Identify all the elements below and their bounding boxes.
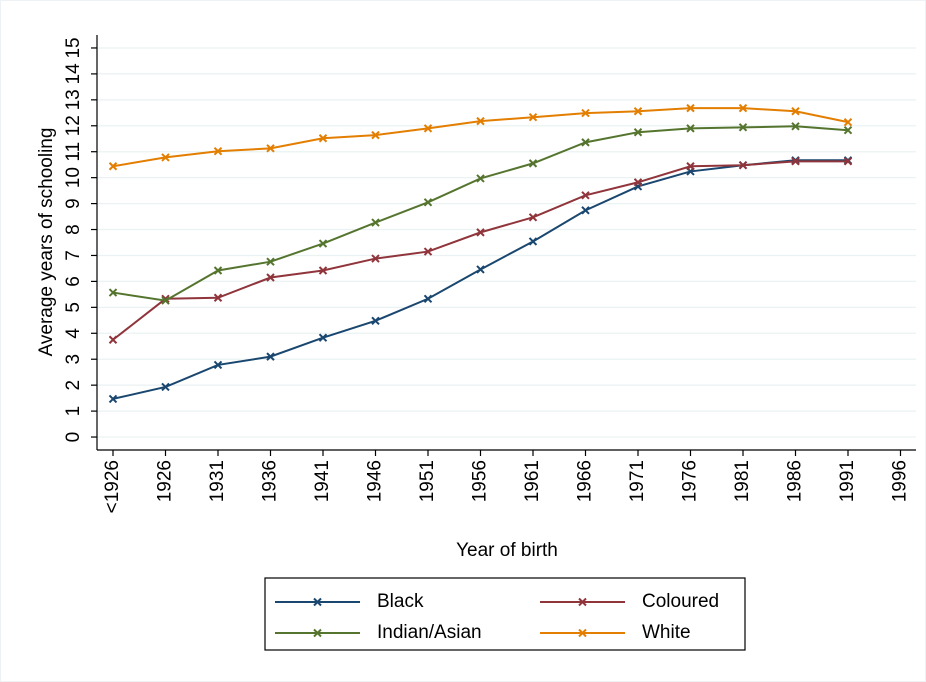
data-point bbox=[476, 265, 485, 274]
data-point bbox=[633, 107, 643, 116]
y-tick-label: 5 bbox=[63, 302, 84, 313]
data-point bbox=[528, 113, 538, 122]
data-point bbox=[213, 360, 223, 370]
x-tick-label: 1936 bbox=[260, 460, 281, 502]
data-point bbox=[738, 103, 748, 113]
data-point bbox=[318, 239, 328, 248]
y-tick-label: 13 bbox=[63, 89, 84, 110]
y-tick-label: 15 bbox=[63, 37, 84, 58]
y-axis-title: Average years of schooling bbox=[36, 128, 57, 357]
x-tick-label: 1986 bbox=[785, 460, 806, 502]
x-tick-label: 1966 bbox=[575, 460, 596, 502]
legend-label: Black bbox=[377, 591, 424, 612]
x-tick-label: 1996 bbox=[890, 460, 911, 502]
y-tick-label: 4 bbox=[63, 328, 84, 339]
data-point bbox=[108, 394, 118, 404]
data-point bbox=[528, 213, 538, 222]
x-tick-label: 1971 bbox=[627, 460, 648, 502]
y-tick-label: 8 bbox=[63, 224, 84, 235]
data-point bbox=[738, 160, 748, 170]
data-point bbox=[843, 157, 853, 166]
legend-marker bbox=[578, 597, 587, 607]
y-tick-label: 3 bbox=[63, 354, 84, 365]
data-point bbox=[371, 316, 380, 326]
data-point bbox=[528, 237, 538, 246]
data-point bbox=[791, 157, 800, 166]
x-tick-label: 1926 bbox=[155, 460, 176, 502]
y-tick-label: 9 bbox=[63, 198, 84, 209]
y-tick-label: 0 bbox=[63, 432, 84, 443]
x-tick-label: 1946 bbox=[365, 460, 386, 502]
data-point bbox=[843, 117, 853, 127]
data-point bbox=[476, 228, 485, 237]
data-point bbox=[686, 103, 695, 113]
data-point bbox=[581, 108, 590, 118]
x-tick-label: 1941 bbox=[312, 460, 333, 502]
data-point bbox=[581, 191, 590, 200]
data-point bbox=[791, 107, 800, 116]
data-point bbox=[423, 198, 433, 207]
x-axis-title: Year of birth bbox=[456, 540, 558, 561]
data-point bbox=[318, 333, 328, 342]
data-point bbox=[161, 296, 170, 305]
legend-label: White bbox=[642, 622, 691, 643]
legend-marker bbox=[313, 628, 322, 638]
data-point bbox=[791, 122, 800, 131]
data-point bbox=[738, 123, 748, 132]
x-tick-label: 1951 bbox=[417, 460, 438, 502]
data-point bbox=[476, 116, 485, 126]
y-tick-label: 14 bbox=[63, 63, 84, 85]
data-point bbox=[108, 335, 118, 344]
data-point bbox=[266, 257, 275, 266]
data-point bbox=[686, 162, 695, 171]
y-tick-label: 1 bbox=[63, 406, 84, 417]
x-tick-label: 1976 bbox=[680, 460, 701, 502]
data-point bbox=[371, 218, 380, 227]
y-tick-label: 2 bbox=[63, 380, 84, 391]
legend-marker bbox=[578, 628, 587, 638]
data-point bbox=[581, 138, 590, 147]
x-tick-label: 1956 bbox=[470, 460, 491, 502]
data-point bbox=[108, 162, 118, 171]
y-tick-label: 12 bbox=[63, 115, 84, 136]
data-point bbox=[423, 247, 433, 256]
data-point bbox=[266, 144, 275, 153]
data-point bbox=[476, 174, 485, 183]
data-point bbox=[371, 254, 380, 263]
data-point bbox=[213, 293, 223, 302]
data-point bbox=[528, 159, 538, 168]
y-tick-label: 11 bbox=[63, 142, 84, 162]
data-point bbox=[423, 124, 433, 133]
data-point bbox=[266, 273, 275, 282]
legend-label: Coloured bbox=[642, 591, 719, 612]
y-tick-label: 10 bbox=[63, 167, 84, 188]
data-point bbox=[686, 124, 695, 133]
data-point bbox=[161, 382, 170, 392]
x-tick-label: 1931 bbox=[207, 460, 228, 502]
data-point bbox=[843, 125, 853, 135]
y-tick-label: 7 bbox=[63, 250, 84, 261]
data-point bbox=[161, 153, 170, 162]
data-point bbox=[633, 178, 643, 187]
data-point bbox=[371, 130, 380, 140]
data-point bbox=[108, 288, 118, 297]
x-tick-label: <1926 bbox=[102, 460, 123, 513]
data-point bbox=[318, 266, 328, 275]
data-point bbox=[423, 294, 433, 303]
legend-label: Indian/Asian bbox=[377, 622, 482, 643]
data-point bbox=[266, 352, 275, 361]
data-point bbox=[633, 128, 643, 137]
data-point bbox=[581, 206, 590, 215]
x-tick-label: 1991 bbox=[837, 460, 858, 502]
data-point bbox=[213, 146, 223, 156]
legend-box bbox=[264, 577, 746, 651]
data-point bbox=[318, 134, 328, 143]
data-point bbox=[213, 266, 223, 275]
x-tick-label: 1981 bbox=[732, 460, 753, 502]
y-tick-label: 6 bbox=[63, 276, 84, 287]
x-tick-label: 1961 bbox=[522, 460, 543, 502]
legend-marker bbox=[313, 597, 322, 607]
